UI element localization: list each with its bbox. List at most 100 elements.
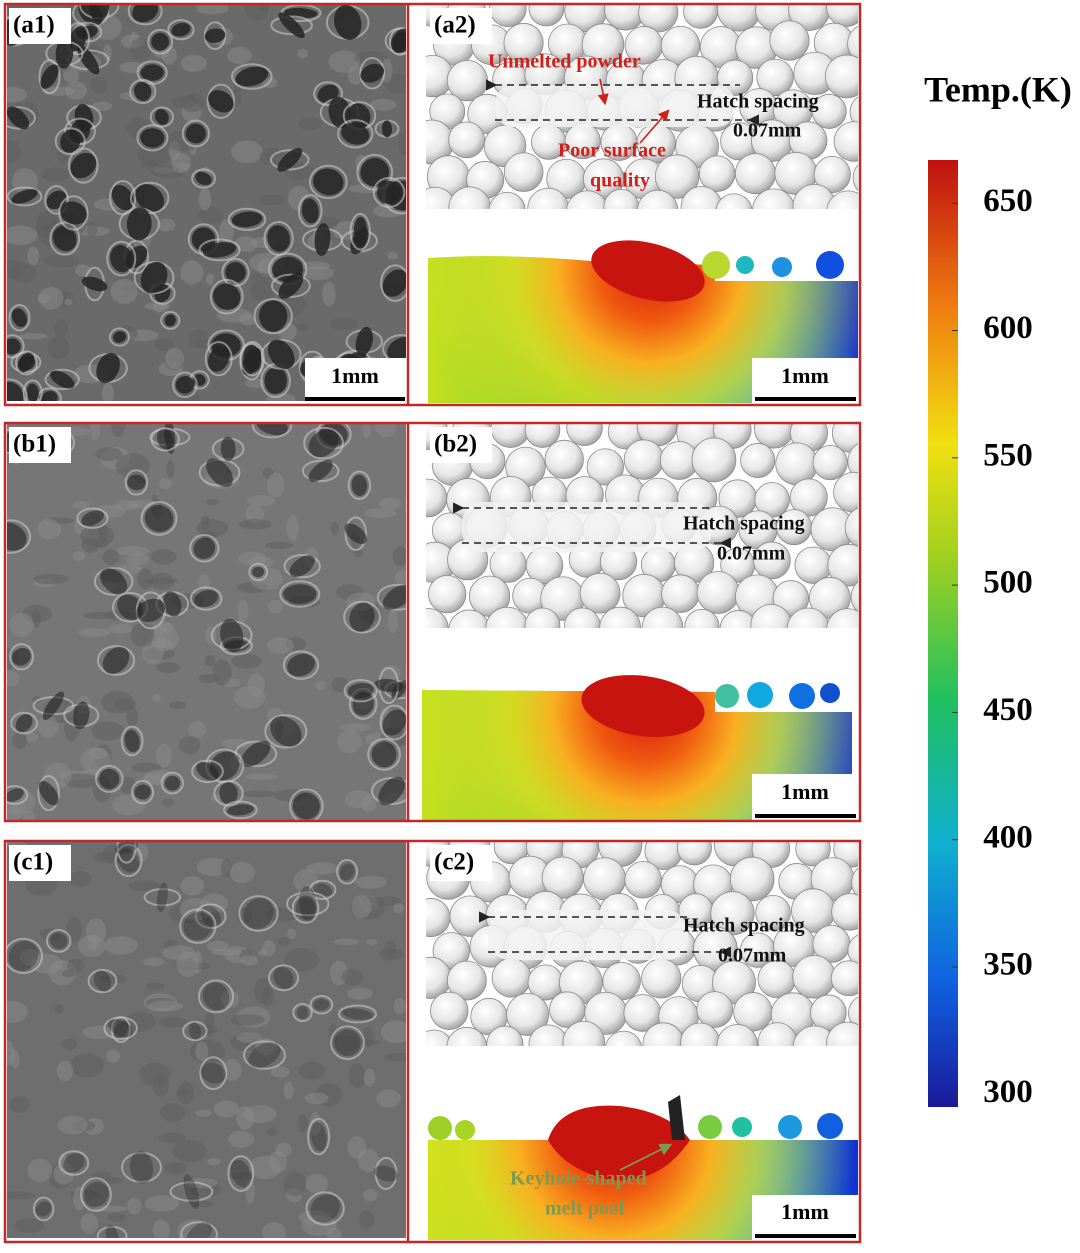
texture: [347, 65, 364, 85]
texture: [177, 1219, 210, 1238]
texture: [192, 1024, 218, 1035]
scale-box: [752, 774, 858, 820]
pore: [81, 510, 104, 526]
texture: [297, 48, 309, 59]
texture: [198, 574, 210, 591]
texture: [239, 519, 272, 530]
texture: [139, 1062, 171, 1087]
texture: [266, 472, 285, 498]
powder-particle: [428, 575, 467, 614]
texture: [383, 940, 397, 955]
pore: [7, 338, 21, 355]
texture: [304, 266, 334, 281]
pore: [372, 176, 406, 208]
texture: [348, 1063, 366, 1089]
pore: [181, 119, 210, 148]
texture: [392, 546, 406, 567]
pore: [355, 327, 373, 356]
texture: [159, 1103, 186, 1122]
label-box: [9, 8, 71, 44]
pore: [208, 345, 230, 372]
micrograph-features: [7, 842, 406, 1238]
pore: [206, 458, 233, 487]
texture: [22, 810, 36, 820]
pore: [367, 738, 401, 771]
pore: [129, 1151, 154, 1184]
pore: [140, 500, 178, 536]
pore: [42, 691, 65, 721]
pore: [267, 964, 300, 992]
pore: [223, 800, 258, 820]
powder-particle: [750, 603, 792, 628]
texture: [254, 977, 272, 1004]
texture: [54, 1003, 64, 1014]
colorbar: [928, 160, 958, 1107]
pore: [259, 300, 288, 332]
texture: [37, 715, 59, 738]
pore: [140, 261, 168, 294]
texture: [82, 1025, 115, 1040]
texture: [366, 938, 378, 946]
texture: [80, 524, 115, 547]
particle: [455, 1120, 475, 1140]
texture: [8, 1096, 31, 1113]
powder-particle: [528, 1024, 569, 1046]
pore: [169, 1181, 214, 1202]
panel-row-a: Unmelted powder Hatch spacing 0.07mm Poo…: [3, 2, 862, 407]
texture: [309, 1111, 321, 1136]
powder-particle: [851, 867, 858, 898]
texture: [141, 639, 164, 665]
texture: [388, 608, 399, 634]
texture: [63, 68, 80, 83]
texture: [230, 1014, 265, 1026]
texture: [95, 447, 123, 461]
pore: [333, 5, 362, 41]
pore: [160, 310, 181, 330]
micrograph-features: [7, 424, 406, 820]
pore: [313, 998, 330, 1011]
texture: [7, 670, 20, 687]
pore: [7, 186, 43, 207]
texture: [266, 637, 294, 655]
pore: [18, 355, 35, 371]
pore: [339, 863, 355, 881]
pore: [204, 341, 233, 377]
pore: [172, 371, 198, 399]
texture: [262, 1221, 286, 1238]
texture: [38, 286, 64, 310]
colorbar-tick-label: 350: [983, 947, 1033, 983]
texture: [205, 273, 215, 286]
texture: [158, 622, 172, 632]
pore: [343, 679, 378, 703]
powder-particle: [715, 193, 753, 209]
texture: [72, 550, 86, 561]
powder-particle: [775, 442, 819, 486]
texture: [130, 622, 155, 647]
pore: [171, 22, 191, 37]
pore: [195, 171, 212, 186]
pore: [120, 725, 144, 757]
powder-particle: [641, 958, 682, 999]
annotation: Hatch spacing: [683, 513, 805, 535]
texture: [380, 1020, 406, 1044]
powder-particle: [769, 20, 810, 61]
pore: [251, 424, 293, 439]
pore: [374, 678, 404, 693]
pore: [227, 1155, 255, 1192]
texture: [357, 1149, 380, 1172]
pore: [191, 227, 216, 251]
pore: [7, 788, 24, 802]
pore: [80, 1177, 112, 1212]
colorbar-title: Temp.(K): [924, 69, 1072, 109]
annotation: 0.07mm: [733, 120, 802, 142]
texture: [220, 990, 240, 1008]
pore: [376, 583, 406, 611]
texture: [157, 218, 176, 232]
keyhole: [668, 1095, 685, 1140]
powder-particle: [844, 507, 858, 548]
pore: [349, 212, 371, 251]
pore: [213, 780, 244, 807]
pore: [124, 729, 140, 753]
pore: [7, 785, 29, 805]
powder-particle: [528, 5, 565, 27]
